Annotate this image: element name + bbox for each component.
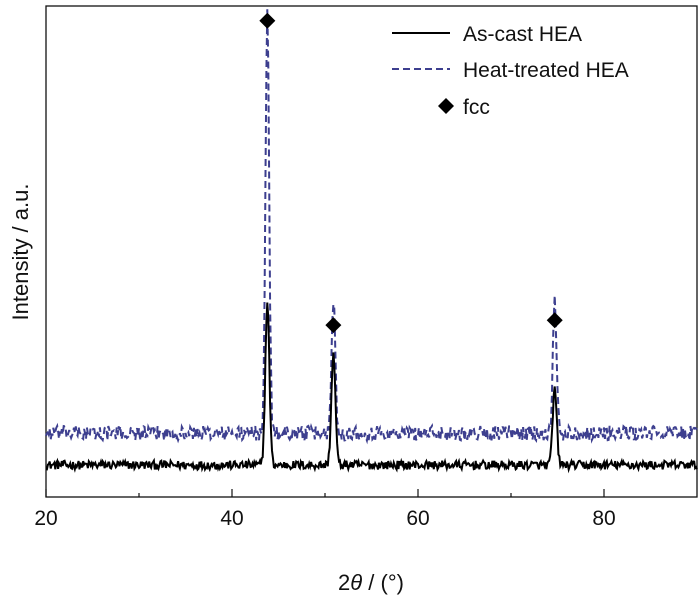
legend-fcc-label: fcc: [463, 96, 490, 119]
fcc-marker-2: [325, 317, 342, 334]
series-heat-treated-hea-line: [45, 9, 698, 445]
x-tick-label-20: 20: [34, 507, 57, 530]
legend-as-cast-label: As-cast HEA: [463, 23, 582, 46]
x-tick-label-40: 40: [220, 507, 243, 530]
fcc-marker-1: [259, 12, 276, 29]
x-tick-label-60: 60: [406, 507, 429, 530]
legend: As-cast HEA Heat-treated HEA fcc: [392, 23, 629, 119]
x-axis-tick-labels: 20 40 60 80: [34, 507, 615, 530]
x-axis-ticks: [45, 489, 605, 497]
fcc-markers: [259, 12, 563, 334]
y-axis-label: Intensity / a.u.: [8, 184, 33, 321]
fcc-marker-3: [546, 312, 563, 329]
series-as-cast-hea-line: [45, 302, 698, 474]
x-tick-label-80: 80: [592, 507, 615, 530]
x-axis-label: 2θ / (°): [338, 570, 404, 595]
plot-frame: [45, 5, 698, 498]
legend-fcc-marker: [438, 98, 454, 114]
legend-heat-treated-label: Heat-treated HEA: [463, 59, 629, 82]
